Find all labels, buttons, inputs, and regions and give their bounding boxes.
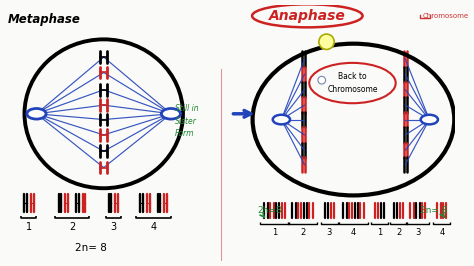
Text: Anaphase: Anaphase — [269, 9, 346, 23]
Ellipse shape — [420, 115, 438, 124]
Ellipse shape — [161, 109, 181, 119]
Text: 4: 4 — [351, 228, 356, 237]
Text: Metaphase: Metaphase — [8, 13, 81, 26]
Text: 1: 1 — [272, 228, 277, 237]
Circle shape — [318, 76, 326, 84]
Text: 3: 3 — [110, 222, 117, 232]
Text: Still in
Sister
Form: Still in Sister Form — [175, 105, 199, 139]
Ellipse shape — [27, 109, 46, 119]
Text: 2n= 8: 2n= 8 — [75, 243, 107, 253]
Text: 4: 4 — [439, 228, 445, 237]
Text: Chromosome: Chromosome — [423, 13, 469, 19]
Text: 3: 3 — [415, 228, 420, 237]
Circle shape — [319, 34, 334, 49]
Text: 1: 1 — [26, 222, 32, 232]
Text: 2n= 8: 2n= 8 — [420, 206, 447, 215]
Text: 3: 3 — [327, 228, 332, 237]
Text: 2: 2 — [300, 228, 305, 237]
Text: 2: 2 — [69, 222, 75, 232]
Text: 2: 2 — [396, 228, 401, 237]
Ellipse shape — [273, 115, 290, 124]
Text: 1: 1 — [377, 228, 382, 237]
Text: Back to
Chromosome: Back to Chromosome — [327, 72, 378, 94]
Text: 4: 4 — [151, 222, 157, 232]
Text: 2h=8: 2h=8 — [257, 206, 282, 215]
